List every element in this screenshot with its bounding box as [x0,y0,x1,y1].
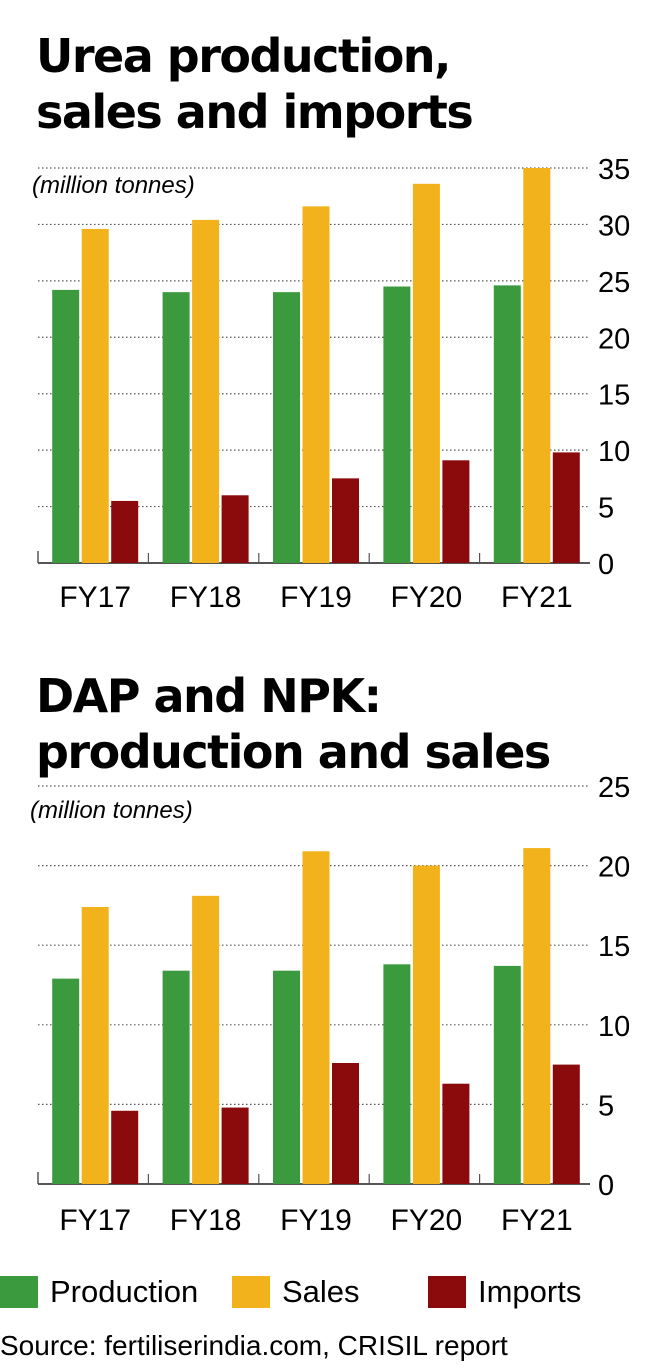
bar-imports-fy20 [442,1083,470,1184]
urea-bar-plot: (million tonnes) 0 5 10 15 20 25 30 35 FY17 FY18 FY… [32,154,630,614]
bar-imports-fy18 [221,495,249,563]
bar-sales-fy19 [302,851,330,1184]
y-tick-label: 30 [598,210,630,242]
x-category-label: FY18 [170,581,242,614]
chart-title-line-1: DAP and NPK: [36,669,382,723]
chart-title: DAP and NPK: production and sales [36,668,551,780]
chart-title-line-1: Urea production, [36,29,452,83]
bar-imports-fy17 [111,1110,139,1184]
y-tick-label: 5 [598,493,614,525]
legend-item-sales: Sales [232,1274,360,1310]
x-category-label: FY17 [59,581,131,614]
dap-npk-chart: DAP and NPK: production and sales (milli… [0,640,660,1250]
x-category-label: FY21 [501,581,573,614]
x-category-label: FY19 [280,1204,352,1237]
y-tick-label: 15 [598,380,630,412]
bar-imports-fy20 [442,460,470,563]
bar-production-fy17 [52,289,80,563]
legend: Production Sales Imports [0,1262,660,1318]
unit-label: (million tonnes) [30,797,193,824]
x-category-label: FY20 [391,1204,463,1237]
legend-item-production: Production [0,1274,198,1310]
y-tick-label: 0 [598,549,614,581]
bar-sales-fy18 [192,219,220,563]
bar-sales-fy18 [192,895,220,1184]
bar-sales-fy20 [412,183,440,564]
y-tick-label: 25 [598,772,630,804]
x-category-label: FY21 [501,1204,573,1237]
legend-swatch-imports [428,1276,466,1308]
bar-imports-fy17 [111,500,139,563]
legend-label: Production [50,1274,199,1309]
bar-production-fy18 [162,292,190,563]
bar-imports-fy21 [552,452,580,563]
y-tick-label: 20 [598,323,630,355]
y-tick-label: 20 [598,852,630,884]
y-tick-label: 35 [598,154,630,186]
y-tick-label: 0 [598,1170,614,1202]
y-tick-label: 10 [598,1011,630,1043]
bar-sales-fy19 [302,206,330,563]
bar-sales-fy20 [412,865,440,1184]
bar-production-fy19 [273,970,300,1184]
chart-title: Urea production, sales and imports [36,28,474,140]
x-category-label: FY20 [391,581,463,614]
legend-swatch-production [0,1276,38,1308]
chart-title-line-2: production and sales [36,725,551,779]
source-note: Source: fertiliserindia.com, CRISIL repo… [0,1330,508,1361]
bar-sales-fy21 [523,848,551,1184]
bar-sales-fy17 [81,906,109,1184]
urea-chart: Urea production, sales and imports (mill… [0,0,660,640]
bar-production-fy21 [493,965,521,1184]
legend-swatch-sales [232,1276,270,1308]
x-category-label: FY19 [280,581,352,614]
bar-production-fy18 [162,970,190,1184]
y-tick-label: 10 [598,436,630,468]
bar-production-fy19 [273,292,300,563]
bar-production-fy17 [52,978,80,1184]
legend-label: Sales [282,1274,360,1309]
x-category-label: FY18 [170,1204,242,1237]
y-tick-label: 25 [598,267,630,299]
bar-production-fy20 [383,286,411,563]
bar-imports-fy18 [221,1107,249,1184]
legend-item-imports: Imports [428,1274,581,1310]
bar-imports-fy19 [332,478,359,563]
y-tick-label: 5 [598,1090,614,1122]
legend-label: Imports [478,1274,582,1309]
bar-imports-fy19 [332,1063,359,1184]
dap-npk-bar-plot: (million tonnes) 0 5 10 15 20 25 FY17 FY18 FY19 FY… [30,772,630,1237]
bar-production-fy20 [383,964,411,1184]
bar-sales-fy17 [81,228,109,563]
unit-label: (million tonnes) [32,172,195,199]
bar-imports-fy21 [552,1064,580,1184]
y-tick-label: 15 [598,931,630,963]
chart-title-line-2: sales and imports [36,85,474,139]
bar-sales-fy21 [523,168,551,563]
x-category-label: FY17 [59,1204,131,1237]
bar-production-fy21 [493,285,521,563]
